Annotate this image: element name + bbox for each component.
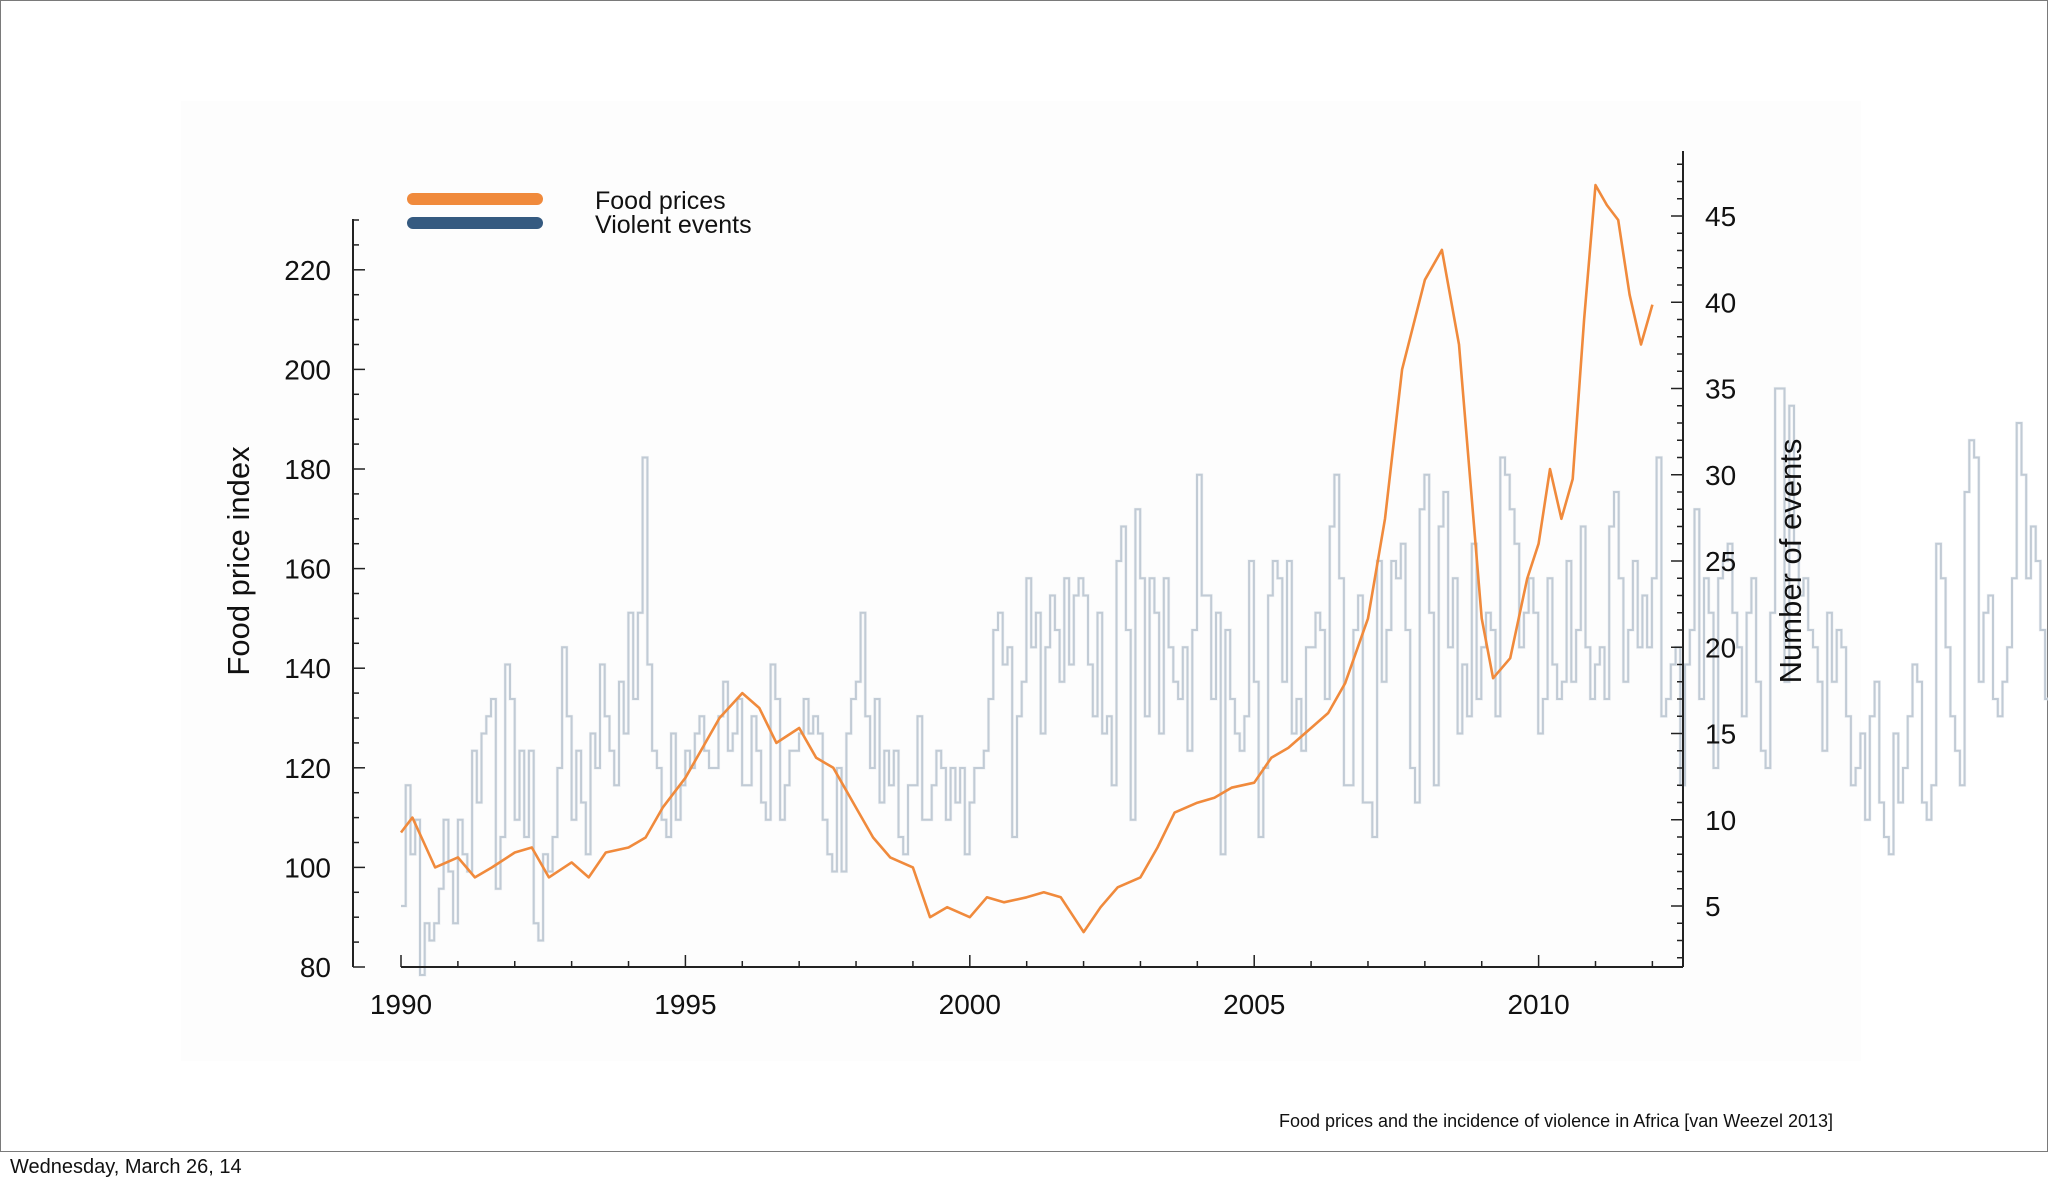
y-right-tick-label: 15 <box>1705 719 1736 750</box>
y-right-tick-label: 30 <box>1705 460 1736 491</box>
figure-caption: Food prices and the incidence of violenc… <box>1278 1111 1833 1131</box>
violent-events-series <box>401 386 2048 977</box>
y-right-tick-label: 40 <box>1705 287 1736 318</box>
y-axis-right-title: Number of events <box>1773 439 1808 684</box>
x-tick-label: 1990 <box>370 989 432 1020</box>
y-left-tick-label: 120 <box>284 753 331 784</box>
footer-date: Wednesday, March 26, 14 <box>10 1156 242 1178</box>
violent-events-line-halo <box>401 386 2048 977</box>
y-axis-left-title: Food price index <box>221 446 256 676</box>
food-prices-series <box>399 183 1654 934</box>
y-left-tick-label: 180 <box>284 454 331 485</box>
y-right-tick-label: 35 <box>1705 374 1736 405</box>
y-left-tick-label: 80 <box>300 952 331 983</box>
food-prices-line <box>399 183 1654 934</box>
x-tick-label: 2000 <box>939 989 1001 1020</box>
y-right-tick-label: 20 <box>1705 632 1736 663</box>
y-left-tick-label: 100 <box>284 852 331 883</box>
axes: 80 100 120 140 160 180 200 220 5 10 15 20 25 30 35 40 45… <box>284 151 1736 1020</box>
legend-label-food-prices: Food prices <box>595 187 726 215</box>
y-right-tick-label: 10 <box>1705 805 1736 836</box>
y-right-tick-label: 25 <box>1705 546 1736 577</box>
chart: 80 100 120 140 160 180 200 220 5 10 15 20 25 30 35 40 45… <box>181 101 2048 1061</box>
legend-label-violent-events: Violent events <box>595 211 752 239</box>
x-tick-label: 2005 <box>1223 989 1285 1020</box>
y-right-tick-label: 5 <box>1705 891 1721 922</box>
x-tick-label: 2010 <box>1507 989 1569 1020</box>
y-left-tick-label: 140 <box>284 653 331 684</box>
y-right-tick-label: 45 <box>1705 201 1736 232</box>
legend: Food prices Violent events <box>407 187 752 239</box>
x-tick-label: 1995 <box>654 989 716 1020</box>
y-left-tick-label: 200 <box>284 354 331 385</box>
y-left-tick-label: 220 <box>284 255 331 286</box>
y-left-tick-label: 160 <box>284 554 331 585</box>
slide-frame: 80 100 120 140 160 180 200 220 5 10 15 20 25 30 35 40 45… <box>0 0 2048 1152</box>
